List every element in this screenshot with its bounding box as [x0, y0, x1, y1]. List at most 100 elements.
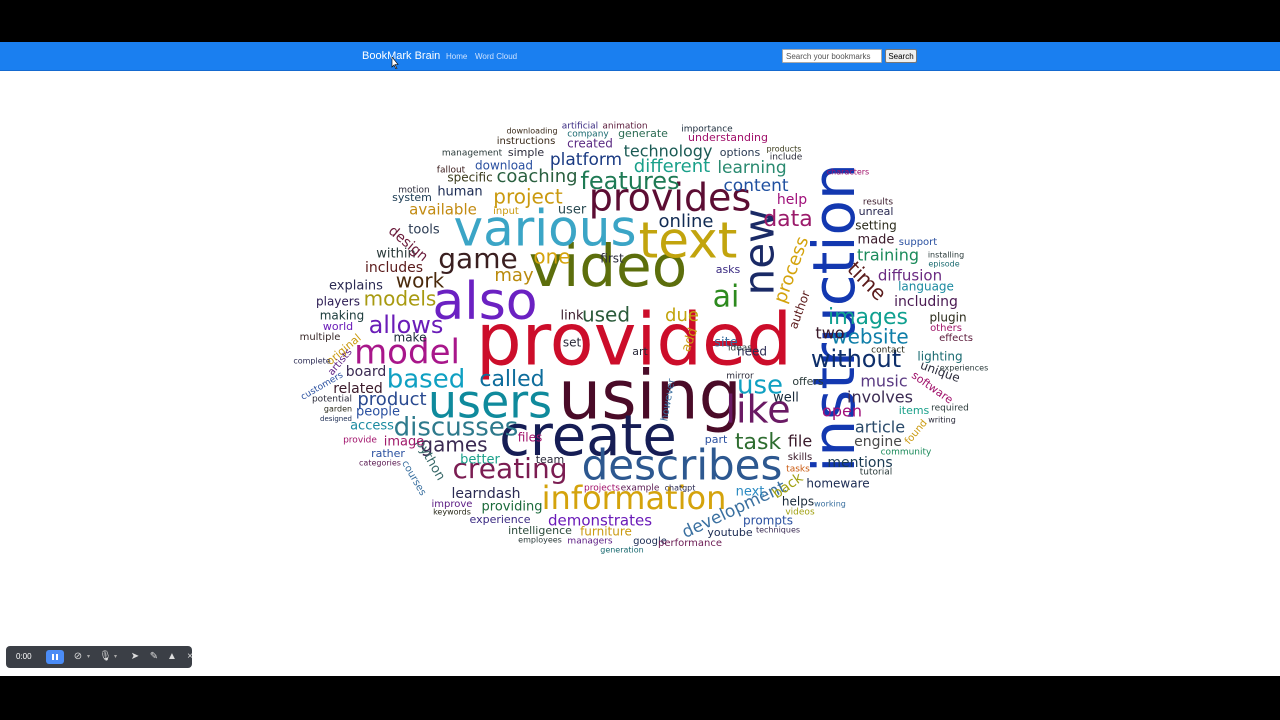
cloud-word: engine: [854, 434, 902, 450]
cloud-word: make: [394, 331, 427, 345]
cloud-word: link: [561, 309, 584, 324]
cloud-word: game: [438, 242, 517, 275]
cloud-word: video: [529, 232, 687, 300]
nav-word-cloud-link[interactable]: Word Cloud: [475, 52, 518, 61]
pointer-icon[interactable]: ➤: [130, 651, 140, 662]
cloud-word: google: [633, 536, 667, 547]
cloud-word: new: [735, 209, 784, 296]
cloud-word: simple: [508, 146, 545, 159]
cloud-word: file: [788, 432, 812, 451]
cloud-word: generate: [618, 127, 668, 140]
cloud-word: use: [737, 371, 783, 401]
cloud-word: lighting: [917, 350, 962, 364]
cloud-word: managers: [567, 537, 612, 547]
recording-time: 0:00: [16, 652, 32, 661]
cloud-word: making: [320, 309, 365, 323]
cloud-word: others: [930, 323, 962, 334]
cloud-word: characters: [827, 168, 869, 177]
cloud-word: required: [931, 404, 969, 414]
cloud-word: ai: [713, 280, 740, 315]
cloud-word: open: [822, 402, 862, 421]
highlighter-icon[interactable]: ▲: [167, 651, 177, 662]
cloud-word: options: [720, 146, 761, 159]
cloud-word: access: [350, 419, 394, 434]
cloud-word: files: [518, 431, 543, 445]
cloud-word: explains: [329, 279, 383, 294]
cloud-word: learndash: [451, 486, 520, 502]
cloud-word: intelligence: [508, 524, 572, 537]
nav-home-link[interactable]: Home: [446, 52, 468, 61]
cloud-word: discusses: [394, 413, 519, 443]
cloud-word: community: [881, 448, 932, 458]
cloud-word: episode: [928, 260, 959, 269]
cloud-word: specific: [447, 171, 492, 185]
cloud-word: set: [563, 336, 582, 350]
cloud-word: techniques: [756, 526, 800, 535]
close-icon[interactable]: ×: [187, 651, 193, 662]
cloud-word: products: [767, 145, 802, 154]
chevron-down-icon[interactable]: ▾: [114, 654, 118, 660]
cloud-word: generation: [600, 546, 644, 555]
cloud-word: team: [536, 453, 565, 466]
cloud-word: effects: [939, 333, 973, 344]
cloud-word: coaching: [496, 166, 577, 187]
cloud-word: mentions: [827, 455, 892, 471]
cloud-word: one: [533, 245, 570, 269]
cloud-word: website: [831, 325, 908, 349]
cloud-word: text: [639, 212, 738, 270]
cloud-word: potential: [312, 395, 352, 405]
cloud-word: items: [899, 404, 930, 417]
cloud-word: players: [316, 295, 360, 309]
pause-icon[interactable]: [46, 650, 64, 664]
navbar: BookMark Brain Home Word Cloud Search: [0, 42, 1280, 71]
cloud-word: understanding: [688, 131, 768, 144]
chevron-down-icon[interactable]: ▾: [87, 654, 91, 660]
cloud-word: demonstrates: [548, 512, 652, 530]
cloud-word: image: [384, 435, 425, 450]
cloud-word: provide: [343, 436, 377, 446]
cloud-word: tasks: [786, 465, 810, 475]
cloud-word: part: [705, 433, 728, 446]
cloud-word: download: [475, 159, 533, 173]
cloud-word: online: [659, 211, 714, 232]
browser-viewport: BookMark Brain Home Word Cloud Search pr…: [0, 42, 1280, 676]
cloud-word: two: [815, 324, 844, 343]
cloud-word: creating: [453, 452, 568, 485]
cloud-word: system: [392, 191, 432, 204]
cloud-word: example: [621, 484, 660, 494]
cloud-word: product: [357, 389, 426, 410]
cloud-word: experience: [470, 513, 531, 526]
cloud-word: multiple: [300, 332, 341, 343]
cloud-word: setting: [855, 219, 897, 233]
cloud-word: various: [453, 200, 636, 258]
cloud-word: offers: [792, 375, 824, 388]
cloud-word: complete: [293, 357, 330, 366]
cloud-word: management: [442, 149, 503, 159]
cloud-word: allows: [369, 311, 444, 339]
search-button[interactable]: Search: [885, 49, 917, 63]
brand-link[interactable]: BookMark Brain: [362, 50, 441, 62]
cloud-word: model: [354, 333, 460, 373]
cloud-word: homeware: [806, 477, 869, 491]
pen-icon[interactable]: ✎: [149, 651, 159, 662]
cloud-word: technology: [624, 142, 713, 161]
cloud-word: projects: [584, 484, 620, 494]
cloud-word: used: [582, 303, 630, 327]
cloud-word: users: [428, 375, 552, 429]
cloud-word: skills: [788, 452, 813, 463]
cloud-word: results: [863, 198, 893, 208]
mic-off-icon[interactable]: 🎙: [99, 651, 112, 662]
cloud-word: animation: [602, 122, 647, 132]
cloud-word: data: [763, 207, 813, 232]
cloud-word: importance: [681, 125, 733, 135]
search-input[interactable]: [782, 49, 882, 63]
cloud-word: help: [777, 192, 807, 208]
cloud-word: include: [770, 153, 803, 163]
cloud-word: people: [356, 405, 400, 420]
cloud-word: garden: [324, 405, 352, 414]
cloud-word: rather: [371, 447, 405, 460]
cloud-word: fallout: [437, 166, 466, 176]
cloud-word: ideas: [728, 344, 752, 354]
camera-off-icon[interactable]: ⊘: [73, 651, 83, 662]
cloud-word: downloading: [506, 127, 557, 136]
